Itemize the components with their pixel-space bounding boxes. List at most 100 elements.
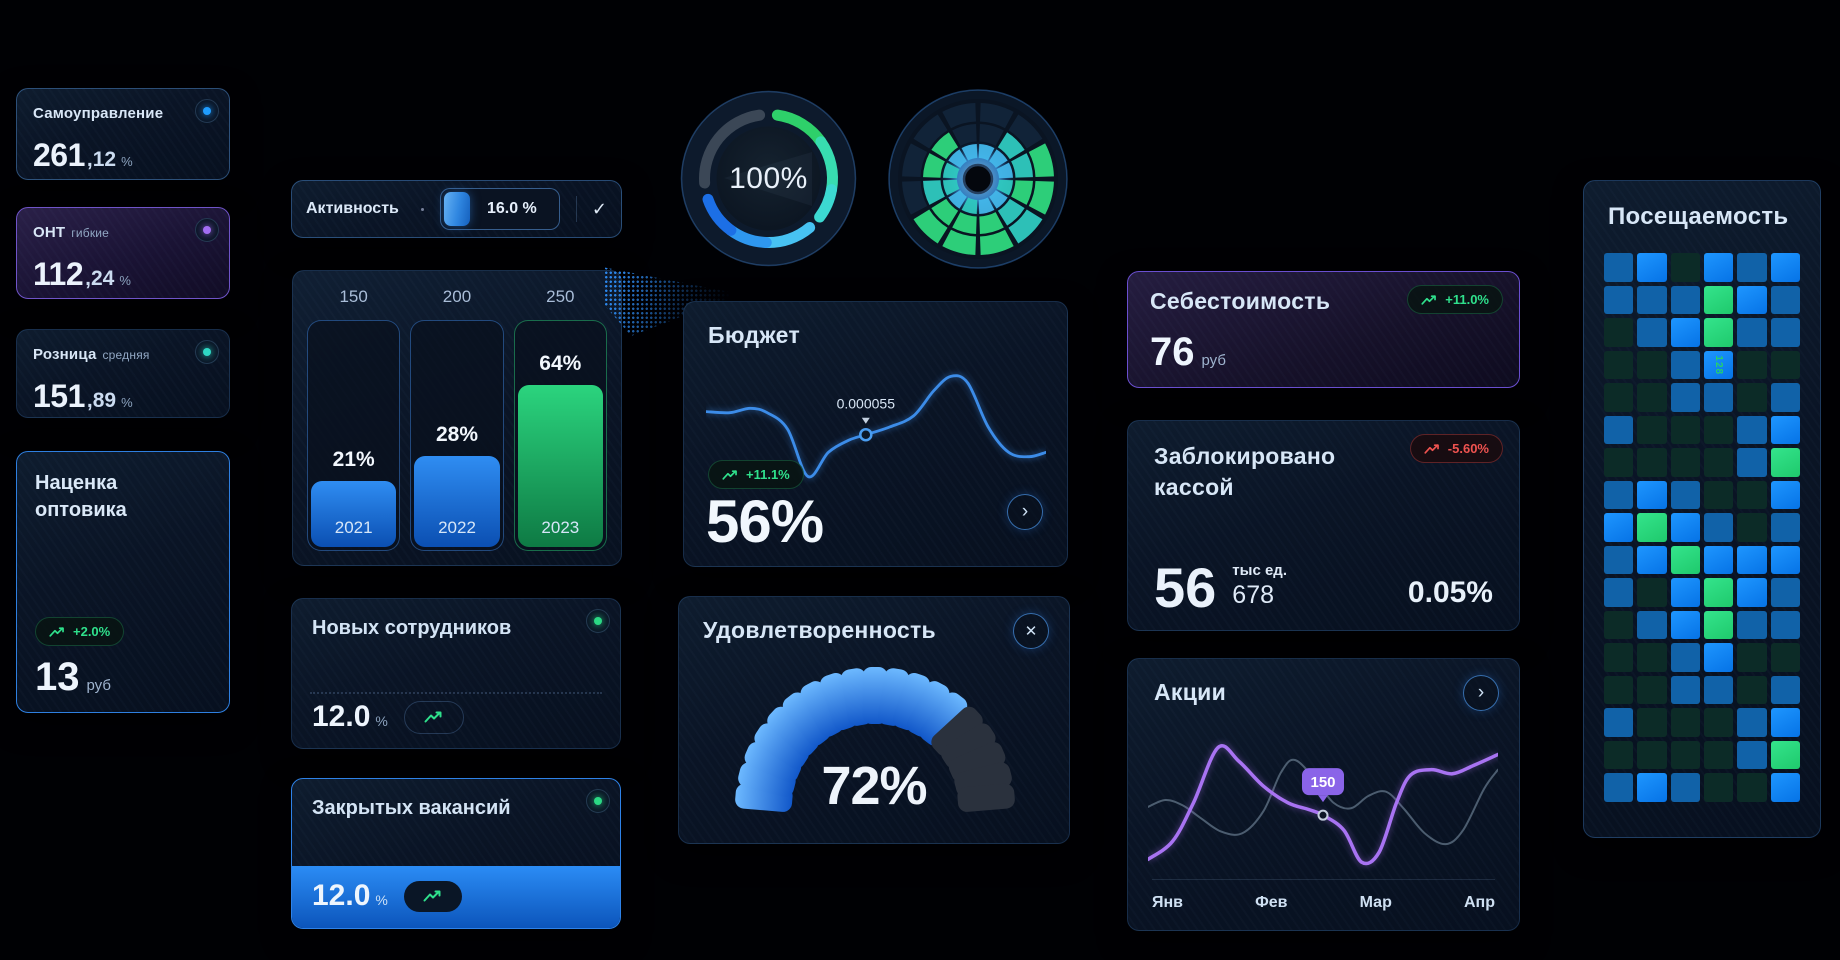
- check-icon[interactable]: ✓: [591, 198, 607, 219]
- bar-column[interactable]: 150 21% 2021: [307, 287, 401, 551]
- heatmap-cell[interactable]: [1604, 740, 1634, 769]
- heatmap-cell[interactable]: [1604, 578, 1634, 607]
- heatmap-cell[interactable]: [1770, 448, 1800, 477]
- heatmap-cell[interactable]: [1704, 545, 1734, 574]
- heatmap-cell[interactable]: [1670, 253, 1700, 282]
- heatmap-cell[interactable]: [1770, 578, 1800, 607]
- heatmap-cell[interactable]: [1670, 545, 1700, 574]
- heatmap-cell[interactable]: [1637, 448, 1667, 477]
- heatmap-cell[interactable]: [1737, 448, 1767, 477]
- heatmap-cell[interactable]: [1604, 545, 1634, 574]
- heatmap-cell[interactable]: [1637, 675, 1667, 704]
- heatmap-cell[interactable]: [1670, 448, 1700, 477]
- heatmap-cell[interactable]: [1704, 773, 1734, 802]
- heatmap-cell[interactable]: [1637, 708, 1667, 737]
- slider-thumb[interactable]: [443, 192, 470, 226]
- kpi-card-markup[interactable]: Наценка оптовика +2.0% 13 руб: [16, 451, 230, 713]
- cost-card[interactable]: Себестоимость +11.0% 76 руб: [1127, 271, 1520, 388]
- heatmap-cell[interactable]: [1770, 643, 1800, 672]
- heatmap-cell[interactable]: [1737, 675, 1767, 704]
- heatmap-cell[interactable]: [1670, 610, 1700, 639]
- heatmap-cell[interactable]: [1770, 318, 1800, 347]
- heatmap-cell[interactable]: [1637, 578, 1667, 607]
- heatmap-cell[interactable]: [1704, 578, 1734, 607]
- heatmap-cell[interactable]: [1637, 513, 1667, 542]
- heatmap-cell[interactable]: [1637, 253, 1667, 282]
- heatmap-cell[interactable]: [1604, 773, 1634, 802]
- heatmap-cell[interactable]: [1737, 610, 1767, 639]
- heatmap-cell[interactable]: [1637, 545, 1667, 574]
- heatmap-cell[interactable]: [1604, 675, 1634, 704]
- heatmap-cell[interactable]: [1737, 318, 1767, 347]
- heatmap-cell[interactable]: [1637, 773, 1667, 802]
- heatmap-cell[interactable]: [1704, 513, 1734, 542]
- heatmap-cell[interactable]: [1704, 708, 1734, 737]
- heatmap-cell[interactable]: [1604, 383, 1634, 412]
- heatmap-cell[interactable]: [1604, 318, 1634, 347]
- heatmap-cell[interactable]: [1670, 740, 1700, 769]
- heatmap-cell[interactable]: [1737, 578, 1767, 607]
- new-employees-card[interactable]: Новых сотрудников 12.0 %: [291, 598, 621, 749]
- heatmap-cell[interactable]: [1704, 383, 1734, 412]
- heatmap-cell[interactable]: [1770, 740, 1800, 769]
- heatmap-cell[interactable]: [1670, 513, 1700, 542]
- expand-button[interactable]: ›: [1463, 675, 1499, 711]
- heatmap-cell[interactable]: 128: [1704, 350, 1734, 379]
- heatmap-cell[interactable]: [1737, 545, 1767, 574]
- heatmap-cell[interactable]: [1770, 350, 1800, 379]
- heatmap-cell[interactable]: [1670, 675, 1700, 704]
- heatmap-cell[interactable]: [1704, 448, 1734, 477]
- heatmap-cell[interactable]: [1604, 480, 1634, 509]
- heatmap-cell[interactable]: [1737, 350, 1767, 379]
- heatmap-cell[interactable]: [1737, 383, 1767, 412]
- heatmap-cell[interactable]: [1670, 708, 1700, 737]
- heatmap-cell[interactable]: [1637, 285, 1667, 314]
- heatmap-cell[interactable]: [1637, 383, 1667, 412]
- heatmap-cell[interactable]: [1604, 513, 1634, 542]
- heatmap-cell[interactable]: [1637, 480, 1667, 509]
- heatmap-cell[interactable]: [1604, 350, 1634, 379]
- heatmap-cell[interactable]: [1604, 610, 1634, 639]
- heatmap-cell[interactable]: [1704, 253, 1734, 282]
- bar-column[interactable]: 250 64% 2023: [513, 287, 607, 551]
- kpi-card-ont[interactable]: ОНТ гибкие 112 ,24 %: [16, 207, 230, 299]
- heatmap-cell[interactable]: [1604, 285, 1634, 314]
- heatmap-cell[interactable]: [1604, 708, 1634, 737]
- heatmap-cell[interactable]: [1737, 773, 1767, 802]
- heatmap-cell[interactable]: [1670, 318, 1700, 347]
- blocked-cash-card[interactable]: Заблокировано кассой -5.60% 56 тыс ед. 6…: [1127, 420, 1520, 631]
- heatmap-cell[interactable]: [1770, 383, 1800, 412]
- heatmap-cell[interactable]: [1737, 480, 1767, 509]
- heatmap-cell[interactable]: [1770, 675, 1800, 704]
- heatmap-cell[interactable]: [1604, 448, 1634, 477]
- heatmap-cell[interactable]: [1637, 415, 1667, 444]
- heatmap-cell[interactable]: [1770, 253, 1800, 282]
- heatmap-cell[interactable]: [1704, 610, 1734, 639]
- heatmap-cell[interactable]: [1637, 318, 1667, 347]
- heatmap-cell[interactable]: [1670, 383, 1700, 412]
- heatmap-cell[interactable]: [1670, 643, 1700, 672]
- heatmap-cell[interactable]: [1737, 740, 1767, 769]
- heatmap-cell[interactable]: [1704, 675, 1734, 704]
- heatmap-cell[interactable]: [1704, 740, 1734, 769]
- expand-button[interactable]: ›: [1007, 494, 1043, 530]
- heatmap-cell[interactable]: [1737, 415, 1767, 444]
- heatmap-cell[interactable]: [1704, 318, 1734, 347]
- heatmap-cell[interactable]: [1770, 708, 1800, 737]
- heatmap-cell[interactable]: [1704, 643, 1734, 672]
- heatmap-cell[interactable]: [1670, 415, 1700, 444]
- heatmap-cell[interactable]: [1770, 480, 1800, 509]
- heatmap-cell[interactable]: [1637, 643, 1667, 672]
- heatmap-cell[interactable]: [1770, 415, 1800, 444]
- heatmap-cell[interactable]: [1670, 578, 1700, 607]
- heatmap-cell[interactable]: [1737, 513, 1767, 542]
- activity-slider[interactable]: 16.0 %: [439, 188, 560, 230]
- heatmap-cell[interactable]: [1637, 610, 1667, 639]
- heatmap-cell[interactable]: [1737, 643, 1767, 672]
- heatmap-cell[interactable]: [1704, 480, 1734, 509]
- heatmap-cell[interactable]: [1637, 350, 1667, 379]
- heatmap-cell[interactable]: [1704, 415, 1734, 444]
- heatmap-cell[interactable]: [1770, 610, 1800, 639]
- heatmap-cell[interactable]: [1670, 773, 1700, 802]
- heatmap-cell[interactable]: [1670, 350, 1700, 379]
